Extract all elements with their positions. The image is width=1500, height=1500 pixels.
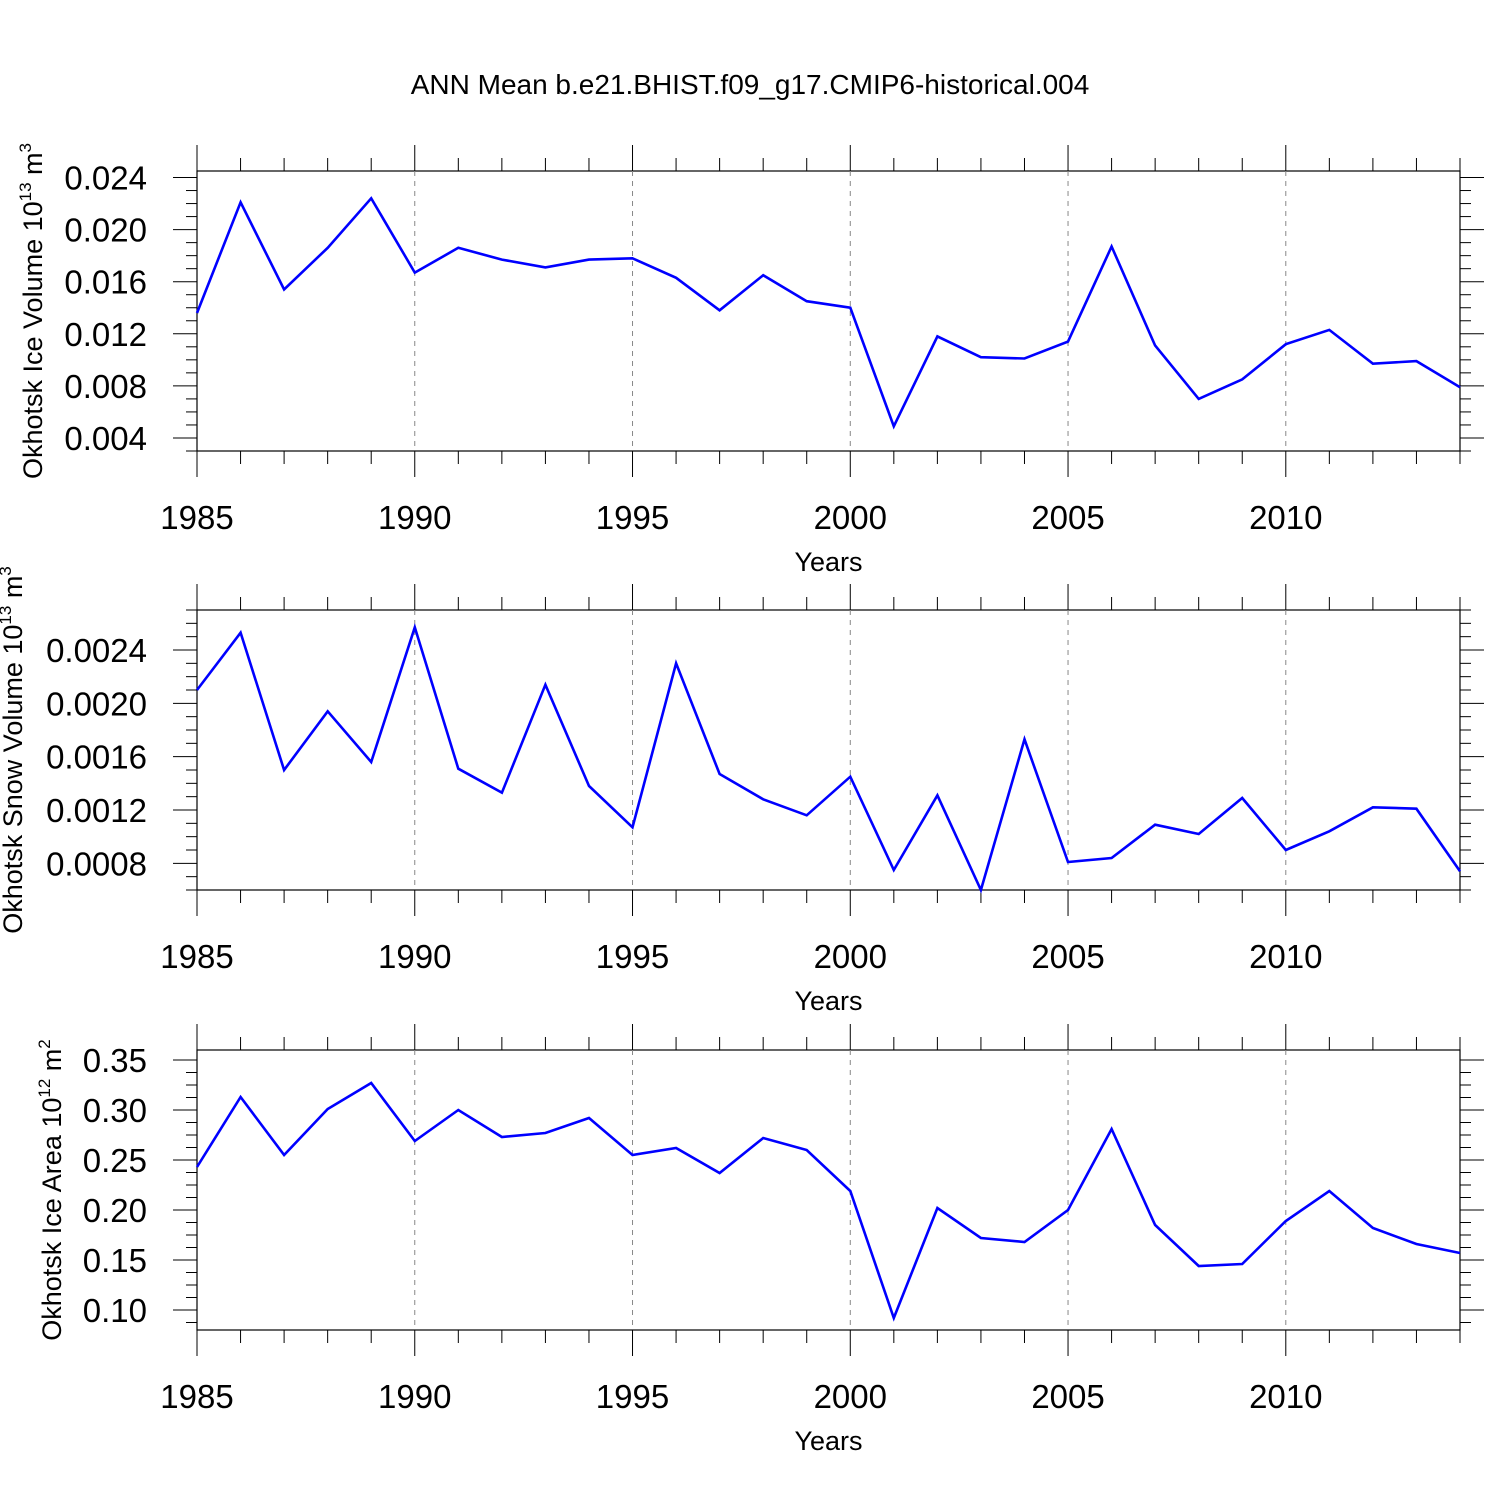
y-tick-label: 0.15 xyxy=(83,1242,147,1279)
x-tick-label: 2005 xyxy=(1031,938,1104,975)
x-tick-label: 1985 xyxy=(160,938,233,975)
y-tick-label: 0.25 xyxy=(83,1142,147,1179)
x-tick-label: 2010 xyxy=(1249,938,1322,975)
x-axis-title: Years xyxy=(794,986,862,1016)
y-axis-title: Okhotsk Ice Area 1012 m2 xyxy=(35,1039,67,1341)
x-tick-label: 1990 xyxy=(378,1378,451,1415)
x-tick-label: 1985 xyxy=(160,499,233,536)
chart-panels: 1985 1990 1995 2000 2005 2010 Years 0.004 0.008 0… xyxy=(0,143,1484,1456)
x-axis-title: Years xyxy=(794,547,862,577)
plot-frame xyxy=(196,170,1461,452)
y-tick-label: 0.0020 xyxy=(46,685,147,722)
x-tick-label: 2010 xyxy=(1249,1378,1322,1415)
x-tick-label: 2000 xyxy=(814,499,887,536)
chart-panel-3: 1985 1990 1995 2000 2005 2010 Years 0.10 0.15 0.2… xyxy=(35,1024,1484,1456)
series-line xyxy=(195,622,1462,894)
series-line xyxy=(195,196,1461,430)
y-tick-label: 0.004 xyxy=(64,420,147,457)
x-tick-label: 2010 xyxy=(1249,499,1322,536)
series-line xyxy=(195,1081,1461,1322)
plot-frame xyxy=(196,1049,1461,1331)
y-tick-label: 0.020 xyxy=(64,212,147,249)
y-tick-label: 0.0024 xyxy=(46,632,147,669)
chart-panel-1: 1985 1990 1995 2000 2005 2010 Years 0.004 0.008 0… xyxy=(16,143,1484,577)
y-tick-label: 0.0012 xyxy=(46,792,147,829)
x-tick-label: 1995 xyxy=(596,499,669,536)
x-tick-label: 2000 xyxy=(814,1378,887,1415)
x-tick-label: 1985 xyxy=(160,1378,233,1415)
y-tick-label: 0.10 xyxy=(83,1292,147,1329)
y-tick-label: 0.0016 xyxy=(46,739,147,776)
y-tick-label: 0.024 xyxy=(64,160,147,197)
y-tick-label: 0.016 xyxy=(64,264,147,301)
chart-panel-2: 1985 1990 1995 2000 2005 2010 Years 0.0008 0.001… xyxy=(0,566,1484,1016)
y-tick-label: 0.008 xyxy=(64,368,147,405)
plot-frame xyxy=(196,609,1461,891)
x-axis-title: Years xyxy=(794,1426,862,1456)
y-axis-title: Okhotsk Ice Volume 1013 m3 xyxy=(16,143,48,479)
x-tick-label: 1990 xyxy=(378,499,451,536)
x-tick-label: 1995 xyxy=(596,1378,669,1415)
y-tick-label: 0.30 xyxy=(83,1092,147,1129)
x-tick-label: 1990 xyxy=(378,938,451,975)
y-tick-label: 0.012 xyxy=(64,316,147,353)
x-tick-label: 2000 xyxy=(814,938,887,975)
x-tick-label: 2005 xyxy=(1031,499,1104,536)
x-tick-label: 1995 xyxy=(596,938,669,975)
y-tick-label: 0.35 xyxy=(83,1042,147,1079)
figure-title: ANN Mean b.e21.BHIST.f09_g17.CMIP6-histo… xyxy=(411,69,1090,100)
y-axis-title: Okhotsk Snow Volume 1013 m3 xyxy=(0,566,28,934)
y-tick-label: 0.0008 xyxy=(46,845,147,882)
y-tick-label: 0.20 xyxy=(83,1192,147,1229)
x-tick-label: 2005 xyxy=(1031,1378,1104,1415)
